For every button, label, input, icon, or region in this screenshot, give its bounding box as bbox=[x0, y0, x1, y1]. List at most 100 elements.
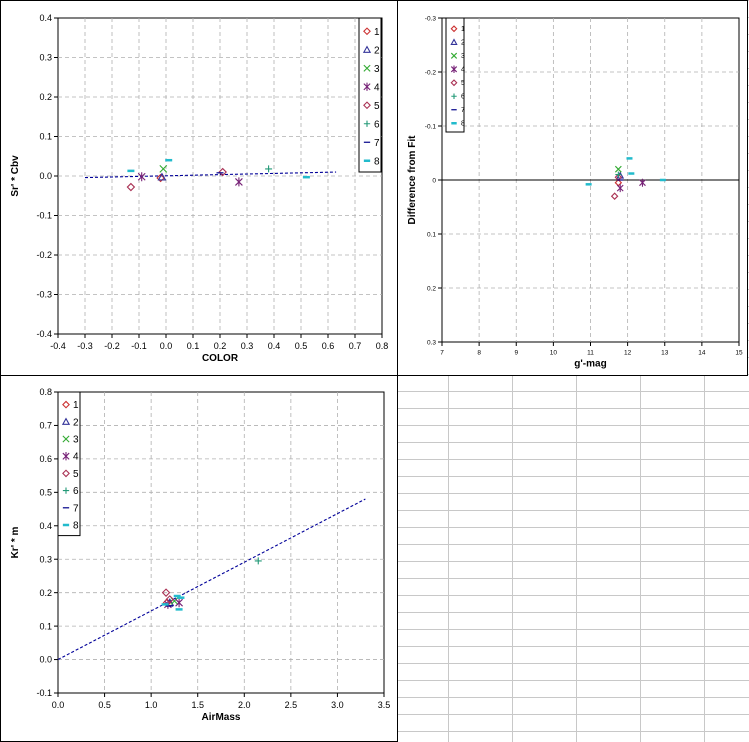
y-axis-title: Difference from Fit bbox=[407, 135, 418, 225]
legend-box bbox=[358, 17, 382, 173]
y-tick-label: 0 bbox=[432, 177, 436, 184]
legend-marker-4 bbox=[62, 452, 70, 461]
legend-label-3: 3 bbox=[461, 53, 465, 60]
chart-difference-from-fit-svg: 7 8 9 10 11 12 13 14 15-0.3-0.2-0.100.10.20.3g'-… bbox=[407, 15, 743, 369]
data-point-series-4 bbox=[616, 184, 624, 193]
y-tick-label: -0.3 bbox=[36, 290, 52, 300]
y-tick-label: 0.1 bbox=[39, 621, 52, 631]
y-tick-label: 0.1 bbox=[39, 132, 52, 142]
legend-label-6: 6 bbox=[73, 486, 79, 497]
x-tick-label: -0.4 bbox=[50, 341, 66, 351]
x-tick-label: 3.5 bbox=[378, 700, 391, 710]
legend-label-7: 7 bbox=[374, 138, 380, 149]
data-point-series-5 bbox=[610, 192, 619, 200]
x-tick-label: 15 bbox=[735, 350, 743, 357]
y-tick-label: -0.2 bbox=[425, 69, 437, 76]
y-axis-title: Kr' * m bbox=[10, 526, 21, 558]
legend-label-3: 3 bbox=[374, 64, 380, 75]
x-tick-label: 0.8 bbox=[376, 341, 389, 351]
x-tick-label: 3.0 bbox=[331, 700, 344, 710]
data-point-series-6 bbox=[615, 171, 622, 178]
x-tick-label: 0.1 bbox=[187, 341, 200, 351]
x-tick-label: 11 bbox=[587, 350, 594, 357]
legend-marker-3 bbox=[450, 52, 458, 59]
x-tick-label: 0.0 bbox=[52, 700, 65, 710]
legend-label-4: 4 bbox=[73, 452, 79, 463]
legend-marker-1 bbox=[450, 25, 458, 33]
x-tick-label: 12 bbox=[624, 350, 632, 357]
legend-label-4: 4 bbox=[374, 82, 380, 93]
x-tick-label: 10 bbox=[550, 350, 558, 357]
x-tick-label: 1.0 bbox=[145, 700, 158, 710]
x-tick-label: 0.4 bbox=[268, 341, 281, 351]
x-tick-label: 7 bbox=[440, 350, 444, 357]
chart-extinction[interactable]: 0.0 0.5 1.0 1.5 2.0 2.5 3.0 3.5 0.8 0.7 0.6 0.5 0.4 0… bbox=[0, 375, 398, 742]
legend-label-8: 8 bbox=[374, 156, 380, 167]
x-tick-label: 8 bbox=[477, 350, 481, 357]
legend-label-2: 2 bbox=[374, 45, 380, 56]
x-axis-title: AirMass bbox=[202, 712, 241, 723]
legend-label-5: 5 bbox=[461, 80, 465, 87]
legend-label-1: 1 bbox=[374, 27, 380, 38]
x-tick-label: 0.2 bbox=[214, 341, 227, 351]
legend-marker-5 bbox=[363, 101, 371, 110]
y-axis-title: Sr' * Cbv bbox=[10, 155, 21, 197]
legend-marker-6 bbox=[363, 120, 371, 127]
x-tick-label: 0.6 bbox=[322, 341, 335, 351]
x-axis-title: COLOR bbox=[202, 353, 239, 364]
y-tick-label: 0.8 bbox=[39, 387, 52, 397]
legend-marker-6 bbox=[451, 93, 457, 99]
x-tick-label: 14 bbox=[698, 350, 706, 357]
legend-marker-5 bbox=[62, 469, 70, 478]
legend-label-6: 6 bbox=[461, 94, 465, 101]
y-tick-label: -0.1 bbox=[425, 123, 437, 130]
y-tick-label: 0.4 bbox=[39, 521, 52, 531]
data-point-series-6 bbox=[254, 557, 262, 565]
y-tick-label: 0.4 bbox=[39, 13, 52, 23]
data-point-series-5 bbox=[165, 595, 175, 604]
y-tick-label: -0.3 bbox=[425, 15, 437, 22]
y-tick-label: 0.6 bbox=[39, 454, 52, 464]
legend-marker-5 bbox=[450, 79, 458, 87]
legend-box bbox=[57, 391, 81, 537]
y-tick-label: -0.2 bbox=[36, 250, 52, 260]
x-tick-label: 0.5 bbox=[295, 341, 308, 351]
legend-label-8: 8 bbox=[73, 521, 79, 532]
chart-color-term[interactable]: -0.4 -0.3 -0.2 -0.1 0.0 0.1 0.2 0.3 0.4 0.5 0.6 0.7… bbox=[0, 0, 398, 376]
data-point-series-3 bbox=[614, 165, 622, 173]
legend-label-7: 7 bbox=[73, 503, 79, 514]
legend-label-5: 5 bbox=[73, 469, 79, 480]
legend-marker-2 bbox=[362, 45, 372, 53]
legend-label-1: 1 bbox=[461, 26, 465, 33]
x-tick-label: 1.5 bbox=[191, 700, 204, 710]
chart-difference-from-fit[interactable]: 7 8 9 10 11 12 13 14 15 -0.3 -0.2 -0.1 0 0.1 0.2 0.3 g'-… bbox=[397, 0, 748, 376]
y-tick-label: 0.3 bbox=[39, 53, 52, 63]
y-tick-label: -0.1 bbox=[36, 211, 52, 221]
legend-label-4: 4 bbox=[461, 67, 465, 74]
legend-label-6: 6 bbox=[374, 119, 380, 130]
x-tick-label: 0.5 bbox=[98, 700, 111, 710]
data-point-series-5 bbox=[126, 182, 136, 192]
legend-marker-4 bbox=[363, 82, 371, 91]
legend-label-1: 1 bbox=[73, 400, 79, 411]
y-tick-label: 0.0 bbox=[39, 171, 52, 181]
data-point-series-5 bbox=[161, 588, 171, 597]
data-point-series-4 bbox=[639, 178, 646, 187]
x-tick-label: -0.2 bbox=[104, 341, 120, 351]
y-tick-label: -0.1 bbox=[36, 688, 52, 698]
y-tick-label: 0.5 bbox=[39, 487, 52, 497]
legend-marker-2 bbox=[450, 38, 458, 45]
x-tick-label: 0.7 bbox=[349, 341, 362, 351]
y-tick-label: 0.3 bbox=[427, 339, 436, 346]
plot-area bbox=[57, 391, 385, 694]
y-tick-label: 0.3 bbox=[39, 554, 52, 564]
x-tick-label: 2.0 bbox=[238, 700, 251, 710]
x-tick-label: -0.3 bbox=[77, 341, 93, 351]
legend-marker-2 bbox=[61, 417, 71, 425]
fit-line bbox=[84, 171, 337, 179]
data-point-series-3 bbox=[159, 165, 168, 173]
y-tick-label: 0.2 bbox=[427, 285, 436, 292]
data-point-series-1 bbox=[156, 173, 165, 183]
fit-line bbox=[57, 498, 366, 661]
data-point-series-2 bbox=[157, 172, 167, 181]
